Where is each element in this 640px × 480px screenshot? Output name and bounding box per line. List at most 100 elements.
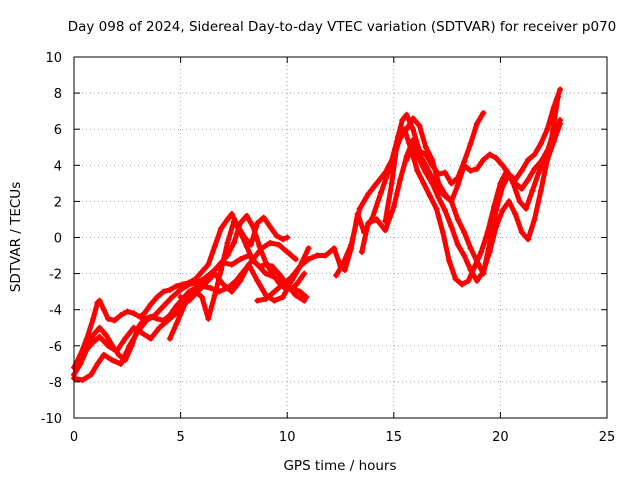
data-point bbox=[250, 257, 257, 264]
data-point bbox=[250, 223, 257, 230]
data-point bbox=[177, 294, 184, 301]
data-point bbox=[156, 324, 163, 331]
series-6-trace bbox=[178, 245, 311, 304]
data-point bbox=[403, 111, 410, 118]
data-point bbox=[139, 330, 146, 337]
data-point bbox=[279, 281, 286, 288]
data-point bbox=[96, 324, 103, 331]
y-tick-label: -6 bbox=[49, 340, 62, 355]
data-point bbox=[224, 216, 231, 223]
data-point bbox=[83, 346, 90, 353]
data-point bbox=[473, 277, 480, 284]
data-point bbox=[262, 295, 269, 302]
data-point bbox=[433, 205, 440, 212]
data-point bbox=[493, 223, 500, 230]
data-point bbox=[403, 156, 410, 163]
data-point bbox=[100, 351, 107, 358]
axis-ticks bbox=[73, 56, 608, 419]
data-point bbox=[518, 167, 525, 174]
data-point bbox=[467, 245, 474, 252]
data-point bbox=[497, 180, 504, 187]
data-point bbox=[471, 263, 478, 270]
data-point bbox=[503, 167, 510, 174]
data-point bbox=[203, 279, 210, 286]
data-series-layer bbox=[71, 86, 564, 384]
data-point bbox=[341, 266, 348, 273]
data-point bbox=[117, 312, 124, 319]
data-point bbox=[117, 360, 124, 367]
x-tick-label: 5 bbox=[176, 430, 184, 445]
data-point bbox=[292, 292, 299, 299]
data-point bbox=[314, 252, 321, 259]
data-point bbox=[518, 185, 525, 192]
data-point bbox=[454, 182, 461, 189]
data-point bbox=[237, 256, 244, 263]
data-point bbox=[461, 252, 468, 259]
data-point bbox=[294, 279, 301, 286]
data-point bbox=[505, 198, 512, 205]
data-point bbox=[339, 261, 346, 268]
data-point bbox=[348, 241, 355, 248]
data-point bbox=[401, 126, 408, 133]
data-point bbox=[422, 144, 429, 151]
data-point bbox=[537, 140, 544, 147]
data-point bbox=[177, 286, 184, 293]
data-point bbox=[152, 312, 159, 319]
data-point bbox=[113, 348, 120, 355]
data-point bbox=[382, 218, 389, 225]
data-point bbox=[480, 156, 487, 163]
data-point bbox=[441, 207, 448, 214]
data-point bbox=[422, 169, 429, 176]
data-point bbox=[461, 162, 468, 169]
data-point bbox=[83, 335, 90, 342]
data-point bbox=[473, 165, 480, 172]
data-point bbox=[164, 317, 171, 324]
data-point bbox=[416, 122, 423, 129]
data-point bbox=[147, 301, 154, 308]
data-point bbox=[218, 266, 225, 273]
data-point bbox=[271, 274, 278, 281]
data-point bbox=[473, 120, 480, 127]
y-tick-label: 2 bbox=[54, 195, 62, 210]
data-point bbox=[331, 245, 338, 252]
data-point bbox=[173, 303, 180, 310]
data-point bbox=[416, 156, 423, 163]
data-point bbox=[111, 317, 118, 324]
data-point bbox=[275, 241, 282, 248]
data-point bbox=[557, 86, 564, 93]
data-point bbox=[516, 198, 523, 205]
data-point bbox=[96, 333, 103, 340]
data-point bbox=[373, 180, 380, 187]
data-point bbox=[448, 223, 455, 230]
data-point bbox=[224, 239, 231, 246]
data-point bbox=[448, 180, 455, 187]
data-point bbox=[531, 216, 538, 223]
data-point bbox=[557, 120, 564, 127]
data-point bbox=[211, 243, 218, 250]
data-point bbox=[499, 207, 506, 214]
data-point bbox=[256, 263, 263, 270]
data-point bbox=[173, 283, 180, 290]
data-point bbox=[378, 189, 385, 196]
y-tick-label: 4 bbox=[54, 159, 62, 174]
data-point bbox=[465, 277, 472, 284]
data-point bbox=[269, 263, 276, 270]
data-point bbox=[480, 109, 487, 116]
data-point bbox=[260, 214, 267, 221]
data-point bbox=[525, 156, 532, 163]
data-point bbox=[288, 274, 295, 281]
y-tick-label: -4 bbox=[49, 304, 62, 319]
data-point bbox=[141, 310, 148, 317]
data-point bbox=[435, 194, 442, 201]
data-point bbox=[160, 303, 167, 310]
data-point bbox=[181, 301, 188, 308]
data-point bbox=[90, 339, 97, 346]
data-point bbox=[322, 252, 329, 259]
data-point bbox=[382, 169, 389, 176]
y-tick-label: 10 bbox=[45, 51, 62, 66]
data-point bbox=[544, 126, 551, 133]
data-point bbox=[491, 203, 498, 210]
data-point bbox=[446, 257, 453, 264]
data-point bbox=[467, 266, 474, 273]
